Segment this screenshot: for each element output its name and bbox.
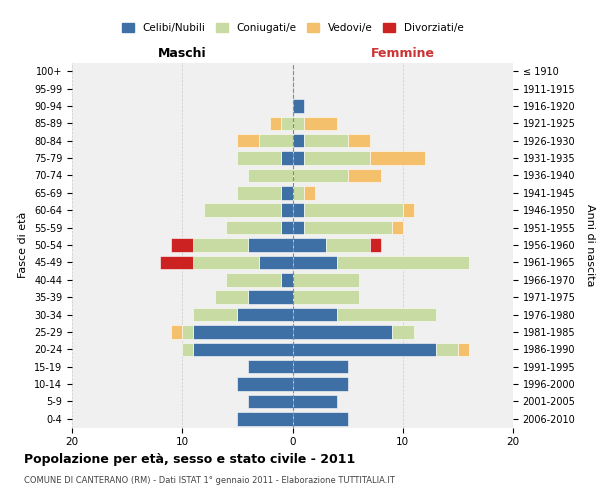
Bar [293, 412, 347, 426]
Legend: Celibi/Nubili, Coniugati/e, Vedovi/e, Divorziati/e: Celibi/Nubili, Coniugati/e, Vedovi/e, Di… [118, 18, 467, 37]
Bar [281, 116, 293, 130]
Bar [304, 221, 392, 234]
Bar [204, 204, 281, 217]
Bar [281, 221, 293, 234]
Bar [281, 186, 293, 200]
Bar [293, 325, 392, 338]
Bar [193, 256, 259, 269]
Bar [259, 134, 293, 147]
Bar [304, 186, 314, 200]
Bar [281, 273, 293, 286]
Bar [392, 221, 403, 234]
Bar [337, 256, 469, 269]
Bar [304, 116, 337, 130]
Bar [293, 204, 304, 217]
Bar [193, 325, 293, 338]
Bar [238, 186, 281, 200]
Bar [248, 238, 293, 252]
Bar [403, 204, 414, 217]
Bar [281, 204, 293, 217]
Bar [281, 152, 293, 165]
Bar [238, 308, 293, 322]
Bar [347, 168, 381, 182]
Bar [171, 325, 182, 338]
Bar [304, 152, 370, 165]
Bar [293, 116, 304, 130]
Bar [182, 342, 193, 356]
Bar [293, 360, 347, 374]
Bar [304, 134, 347, 147]
Bar [238, 378, 293, 391]
Bar [293, 273, 359, 286]
Bar [238, 152, 281, 165]
Bar [293, 186, 304, 200]
Bar [226, 273, 281, 286]
Y-axis label: Anni di nascita: Anni di nascita [585, 204, 595, 286]
Bar [238, 134, 259, 147]
Bar [293, 221, 304, 234]
Bar [370, 238, 381, 252]
Bar [326, 238, 370, 252]
Bar [248, 290, 293, 304]
Bar [293, 308, 337, 322]
Text: Femmine: Femmine [371, 47, 435, 60]
Bar [337, 308, 436, 322]
Bar [215, 290, 248, 304]
Bar [193, 342, 293, 356]
Bar [293, 168, 347, 182]
Text: COMUNE DI CANTERANO (RM) - Dati ISTAT 1° gennaio 2011 - Elaborazione TUTTITALIA.: COMUNE DI CANTERANO (RM) - Dati ISTAT 1°… [24, 476, 395, 485]
Bar [160, 256, 193, 269]
Bar [226, 221, 281, 234]
Text: Popolazione per età, sesso e stato civile - 2011: Popolazione per età, sesso e stato civil… [24, 452, 355, 466]
Bar [293, 394, 337, 408]
Y-axis label: Fasce di età: Fasce di età [19, 212, 28, 278]
Bar [182, 325, 193, 338]
Bar [293, 378, 347, 391]
Bar [171, 238, 193, 252]
Bar [193, 308, 238, 322]
Bar [293, 290, 359, 304]
Bar [436, 342, 458, 356]
Bar [293, 152, 304, 165]
Bar [293, 238, 326, 252]
Bar [293, 134, 304, 147]
Bar [193, 238, 248, 252]
Bar [304, 204, 403, 217]
Bar [248, 394, 293, 408]
Bar [293, 256, 337, 269]
Bar [392, 325, 414, 338]
Bar [370, 152, 425, 165]
Bar [458, 342, 469, 356]
Bar [248, 168, 293, 182]
Bar [293, 99, 304, 112]
Text: Maschi: Maschi [158, 47, 206, 60]
Bar [293, 342, 436, 356]
Bar [347, 134, 370, 147]
Bar [271, 116, 281, 130]
Bar [259, 256, 293, 269]
Bar [248, 360, 293, 374]
Bar [238, 412, 293, 426]
